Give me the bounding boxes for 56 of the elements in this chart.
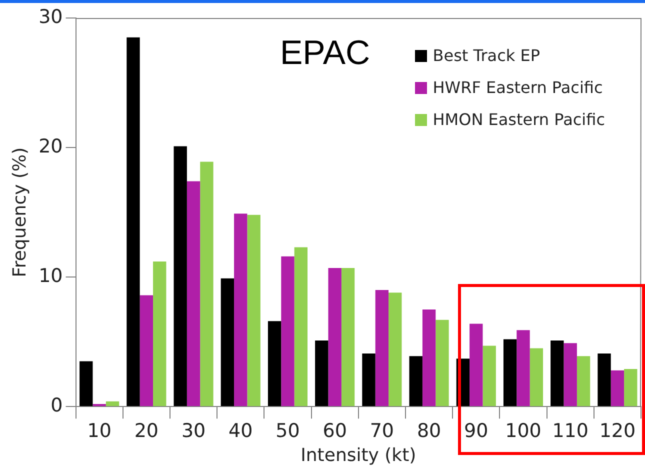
bar [294,247,308,406]
x-tick-label: 30 [181,420,206,442]
bar [470,324,483,406]
bar [186,181,200,406]
bar [268,321,282,406]
bar [328,268,342,406]
bar [530,348,544,406]
bar [200,162,214,406]
y-tick-label: 0 [50,394,63,417]
y-tick-label: 20 [38,135,63,158]
bar [174,146,187,406]
bar [106,401,120,406]
x-tick-label: 110 [552,420,588,442]
bar [482,346,496,406]
bar [281,256,294,406]
y-tick-label: 30 [38,6,63,28]
x-tick-label: 20 [134,420,159,442]
bar [315,340,328,406]
bar [436,320,449,406]
x-tick-label: 100 [505,420,542,442]
bar [388,292,402,406]
x-tick-label: 120 [599,420,636,442]
bar [80,361,93,406]
bar [610,370,624,406]
bar [140,295,154,406]
y-tick-label: 10 [38,265,63,288]
bar [409,356,422,406]
bar [550,340,564,406]
bar [516,330,530,406]
legend-label: HWRF Eastern Pacific [432,77,603,99]
x-tick-label: 90 [464,420,488,442]
bar [247,214,260,406]
x-axis-title: Intensity (kt) [300,444,416,466]
bar [126,37,140,406]
bar [564,343,577,406]
legend-label: HMON Eastern Pacific [432,109,605,131]
bar [503,339,517,406]
bar [598,353,611,406]
x-tick-label: 50 [276,420,300,442]
bar [234,214,248,406]
x-tick-label: 60 [322,420,347,442]
bar [341,268,355,406]
bar [362,353,376,406]
x-tick-label: 80 [416,420,442,442]
bar [375,290,389,406]
bar [576,356,590,406]
x-tick-label: 10 [87,420,112,442]
bar [422,309,436,406]
text: EPAC [280,34,370,73]
bar [220,278,234,406]
bar [624,369,638,406]
x-tick-label: 70 [370,420,394,442]
y-axis-title: Frequency (%) [9,147,30,278]
legend-label: Best Track EP [432,45,540,67]
x-tick-label: 40 [228,420,253,442]
bar [153,262,166,406]
